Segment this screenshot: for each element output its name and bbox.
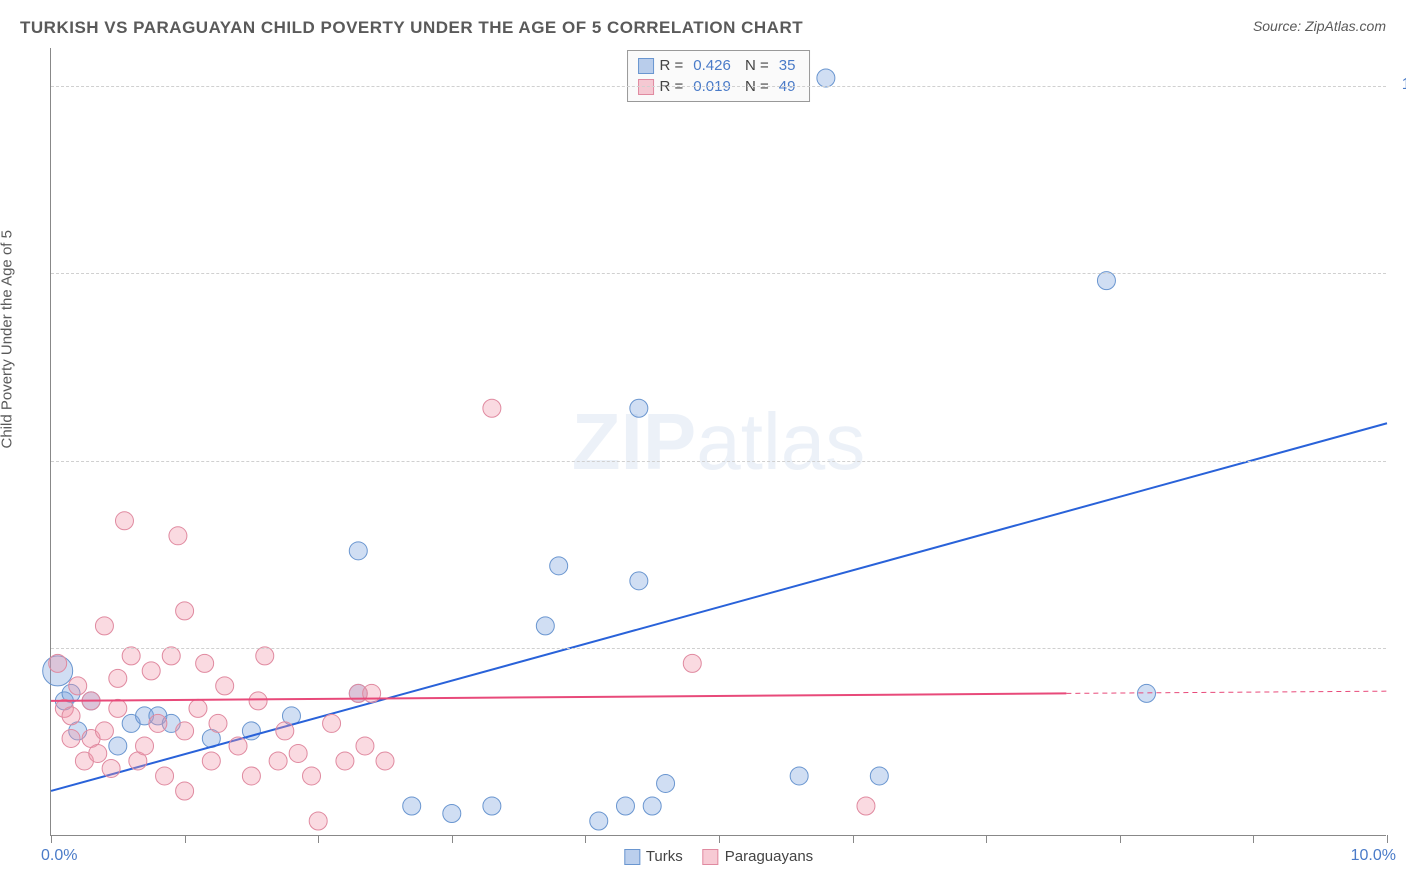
data-point — [356, 737, 374, 755]
data-point — [323, 714, 341, 732]
data-point — [176, 722, 194, 740]
grid-line — [51, 648, 1386, 649]
data-point — [156, 767, 174, 785]
data-point — [403, 797, 421, 815]
data-point — [269, 752, 287, 770]
data-point — [242, 767, 260, 785]
data-point — [122, 647, 140, 665]
data-point — [95, 722, 113, 740]
data-point — [109, 669, 127, 687]
trend-line — [51, 423, 1387, 791]
data-point — [376, 752, 394, 770]
data-point — [276, 722, 294, 740]
data-point — [176, 782, 194, 800]
data-point — [857, 797, 875, 815]
legend-item-paraguayans: Paraguayans — [703, 848, 813, 865]
data-point — [630, 399, 648, 417]
data-point — [1097, 272, 1115, 290]
legend-label-paraguayans: Paraguayans — [725, 848, 813, 865]
data-point — [115, 512, 133, 530]
data-point — [109, 699, 127, 717]
data-point — [49, 654, 67, 672]
legend-label-turks: Turks — [646, 848, 683, 865]
y-tick-label: 75.0% — [1396, 263, 1406, 281]
data-point — [790, 767, 808, 785]
x-tick — [1387, 835, 1388, 843]
x-tick — [318, 835, 319, 843]
data-point — [102, 759, 120, 777]
data-point — [202, 752, 220, 770]
data-point — [303, 767, 321, 785]
data-point — [817, 69, 835, 87]
data-point — [363, 684, 381, 702]
swatch-turks-icon — [624, 849, 640, 865]
source-label: Source: ZipAtlas.com — [1253, 18, 1386, 34]
grid-line — [51, 461, 1386, 462]
data-point — [209, 714, 227, 732]
x-tick — [185, 835, 186, 843]
grid-line — [51, 86, 1386, 87]
data-point — [69, 677, 87, 695]
data-point — [483, 797, 501, 815]
legend-series: Turks Paraguayans — [624, 848, 813, 865]
data-point — [196, 654, 214, 672]
data-point — [95, 617, 113, 635]
data-point — [176, 602, 194, 620]
data-point — [109, 737, 127, 755]
swatch-paraguayans-icon — [703, 849, 719, 865]
y-tick-label: 100.0% — [1396, 76, 1406, 94]
legend-item-turks: Turks — [624, 848, 683, 865]
data-point — [62, 729, 80, 747]
x-tick — [986, 835, 987, 843]
data-point — [189, 699, 207, 717]
x-tick — [853, 835, 854, 843]
chart-container: TURKISH VS PARAGUAYAN CHILD POVERTY UNDE… — [0, 0, 1406, 892]
data-point — [657, 774, 675, 792]
data-point — [550, 557, 568, 575]
x-tick — [719, 835, 720, 843]
trend-line-ext — [1066, 691, 1387, 693]
x-tick — [1253, 835, 1254, 843]
data-point — [289, 744, 307, 762]
data-point — [536, 617, 554, 635]
x-tick — [1120, 835, 1121, 843]
plot-area: ZIPatlas R = 0.426 N = 35 R = 0.019 N = … — [50, 48, 1386, 836]
data-point — [630, 572, 648, 590]
data-point — [336, 752, 354, 770]
data-point — [62, 707, 80, 725]
data-point — [1138, 684, 1156, 702]
trend-line — [51, 693, 1066, 701]
data-point — [643, 797, 661, 815]
data-point — [349, 542, 367, 560]
y-axis-label: Child Poverty Under the Age of 5 — [0, 230, 16, 448]
data-point — [169, 527, 187, 545]
x-tick — [452, 835, 453, 843]
data-point — [136, 737, 154, 755]
chart-title: TURKISH VS PARAGUAYAN CHILD POVERTY UNDE… — [20, 18, 803, 38]
data-point — [683, 654, 701, 672]
data-point — [229, 737, 247, 755]
data-point — [616, 797, 634, 815]
x-tick — [51, 835, 52, 843]
grid-line — [51, 273, 1386, 274]
data-point — [256, 647, 274, 665]
x-axis-start-label: 0.0% — [41, 847, 77, 865]
plot-svg — [51, 48, 1386, 835]
data-point — [443, 804, 461, 822]
data-point — [149, 714, 167, 732]
data-point — [142, 662, 160, 680]
x-axis-end-label: 10.0% — [1351, 847, 1396, 865]
data-point — [89, 744, 107, 762]
data-point — [590, 812, 608, 830]
y-tick-label: 25.0% — [1396, 638, 1406, 656]
data-point — [870, 767, 888, 785]
data-point — [249, 692, 267, 710]
data-point — [162, 647, 180, 665]
y-tick-label: 50.0% — [1396, 451, 1406, 469]
x-tick — [585, 835, 586, 843]
data-point — [216, 677, 234, 695]
data-point — [483, 399, 501, 417]
data-point — [309, 812, 327, 830]
